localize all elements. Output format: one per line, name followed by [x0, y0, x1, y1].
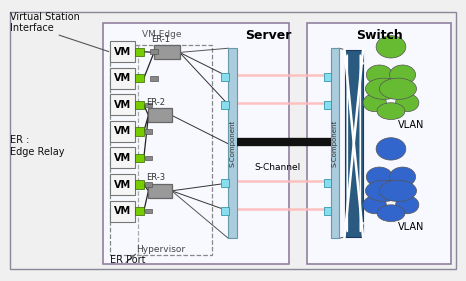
Bar	[110, 174, 136, 195]
Text: S-Channel: S-Channel	[254, 163, 300, 172]
Bar	[103, 23, 289, 264]
Ellipse shape	[366, 167, 392, 187]
Bar	[136, 127, 144, 136]
Bar	[110, 148, 136, 169]
Ellipse shape	[376, 36, 406, 58]
Ellipse shape	[376, 138, 406, 160]
Text: Server: Server	[245, 29, 291, 42]
Text: VLAN: VLAN	[398, 119, 425, 130]
Bar	[151, 76, 158, 81]
Ellipse shape	[366, 65, 392, 85]
Bar	[323, 207, 331, 215]
Text: ER :
Edge Relay: ER : Edge Relay	[10, 135, 64, 157]
Bar	[308, 23, 452, 264]
Text: ER-1: ER-1	[151, 35, 170, 44]
Ellipse shape	[365, 180, 403, 201]
Bar	[221, 207, 229, 215]
Ellipse shape	[379, 78, 417, 99]
Bar	[145, 103, 152, 107]
Bar	[136, 207, 144, 215]
Bar	[154, 46, 179, 59]
Text: VM: VM	[114, 153, 131, 163]
Text: ER-3: ER-3	[146, 173, 165, 182]
Bar	[136, 154, 144, 162]
Bar	[110, 41, 136, 62]
Bar	[110, 94, 136, 115]
Text: Hypervisor: Hypervisor	[137, 245, 185, 254]
Ellipse shape	[363, 196, 386, 214]
Ellipse shape	[396, 196, 419, 214]
Ellipse shape	[377, 103, 405, 119]
Text: VM: VM	[114, 73, 131, 83]
Ellipse shape	[390, 65, 416, 85]
Text: VLAN: VLAN	[398, 222, 425, 232]
Bar	[149, 184, 171, 198]
Bar	[145, 182, 152, 187]
Text: ER Port: ER Port	[110, 255, 145, 265]
Text: VM: VM	[114, 126, 131, 136]
Bar	[145, 156, 152, 160]
Text: VM: VM	[114, 206, 131, 216]
Ellipse shape	[390, 167, 416, 187]
Text: Virtual Station
Interface: Virtual Station Interface	[10, 12, 80, 33]
Bar	[145, 209, 152, 213]
Bar	[221, 101, 229, 109]
Bar	[136, 74, 144, 83]
Text: VM: VM	[114, 180, 131, 190]
Bar	[228, 48, 237, 238]
Bar	[110, 201, 136, 222]
Bar	[323, 72, 331, 81]
Bar	[149, 108, 171, 122]
Bar	[221, 179, 229, 187]
Bar	[136, 180, 144, 189]
Text: S-Component: S-Component	[230, 120, 235, 167]
Ellipse shape	[377, 205, 405, 222]
Ellipse shape	[396, 94, 419, 112]
Bar	[151, 49, 158, 54]
Bar	[330, 48, 339, 238]
Bar	[110, 68, 136, 89]
Ellipse shape	[365, 78, 403, 99]
Bar	[110, 121, 136, 142]
Bar	[145, 129, 152, 134]
Text: ER-2: ER-2	[146, 98, 164, 107]
Bar	[323, 179, 331, 187]
Text: VM: VM	[114, 100, 131, 110]
Bar	[221, 72, 229, 81]
Bar	[136, 47, 144, 56]
Bar	[323, 101, 331, 109]
Ellipse shape	[363, 94, 386, 112]
Text: VM: VM	[114, 47, 131, 57]
Text: Switch: Switch	[356, 29, 403, 42]
Bar	[344, 50, 363, 237]
Bar	[136, 101, 144, 109]
Ellipse shape	[379, 180, 417, 201]
Bar	[110, 46, 212, 255]
Text: S-Component: S-Component	[332, 120, 338, 167]
Text: VM Edge: VM Edge	[143, 30, 182, 39]
